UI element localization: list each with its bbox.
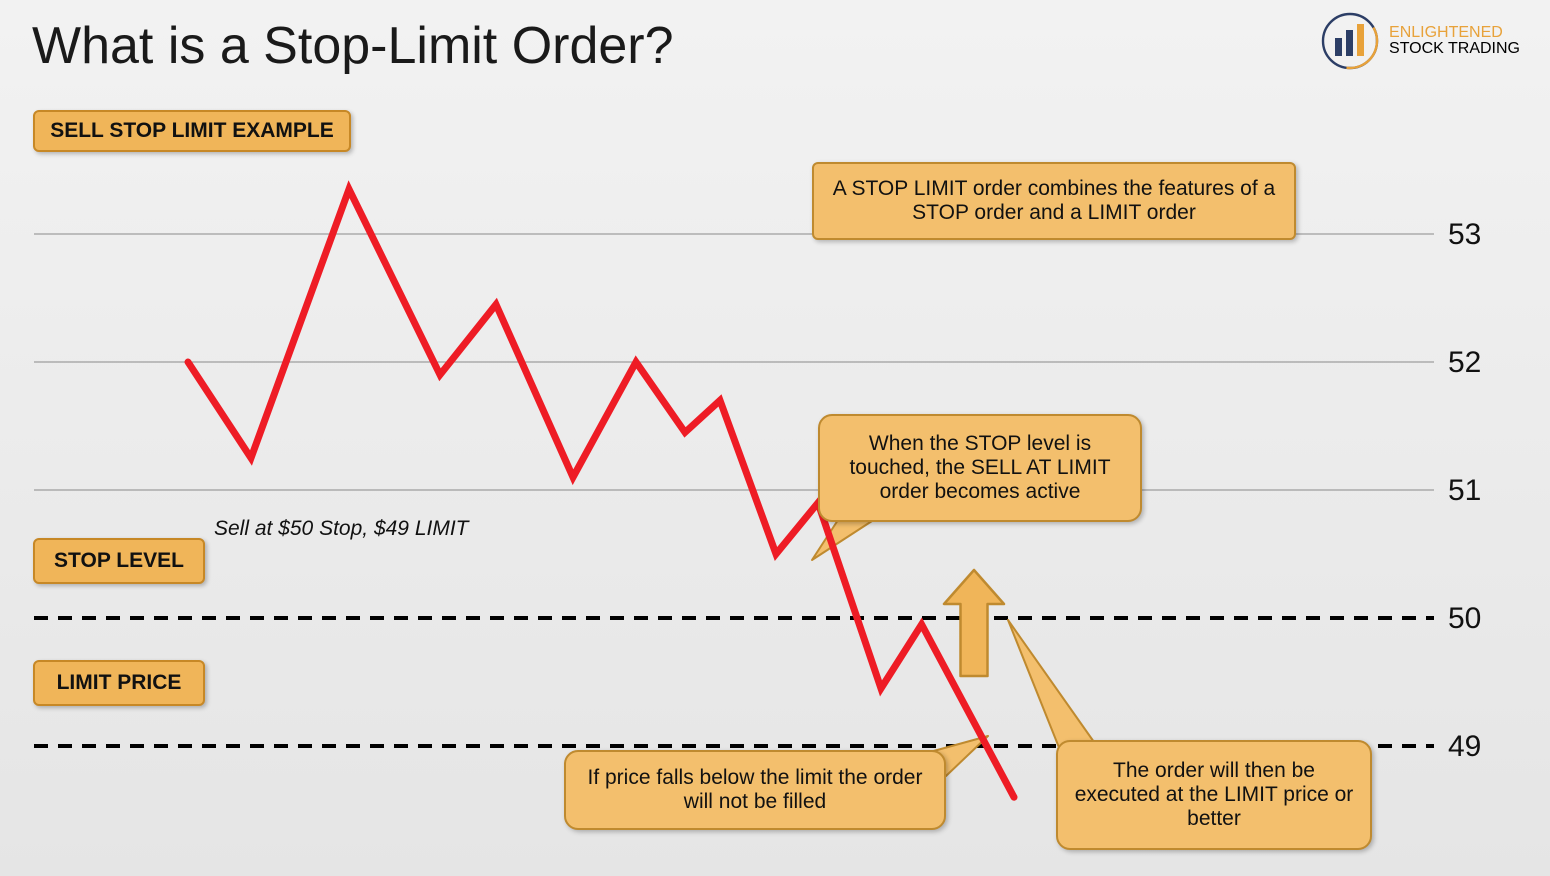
callout-executed: The order will then be executed at the L… <box>1056 740 1372 850</box>
order-note: Sell at $50 Stop, $49 LIMIT <box>214 517 468 541</box>
svg-text:53: 53 <box>1448 218 1481 251</box>
svg-text:51: 51 <box>1448 474 1481 507</box>
example-badge: SELL STOP LIMIT EXAMPLE <box>33 110 351 152</box>
callout-notfilled: If price falls below the limit the order… <box>564 750 946 830</box>
svg-text:49: 49 <box>1448 730 1481 763</box>
svg-text:50: 50 <box>1448 602 1481 635</box>
svg-text:52: 52 <box>1448 346 1481 379</box>
callout-combo: A STOP LIMIT order combines the features… <box>812 162 1296 240</box>
limit-price-badge: LIMIT PRICE <box>33 660 205 706</box>
stop-level-badge: STOP LEVEL <box>33 538 205 584</box>
callout-active: When the STOP level is touched, the SELL… <box>818 414 1142 522</box>
